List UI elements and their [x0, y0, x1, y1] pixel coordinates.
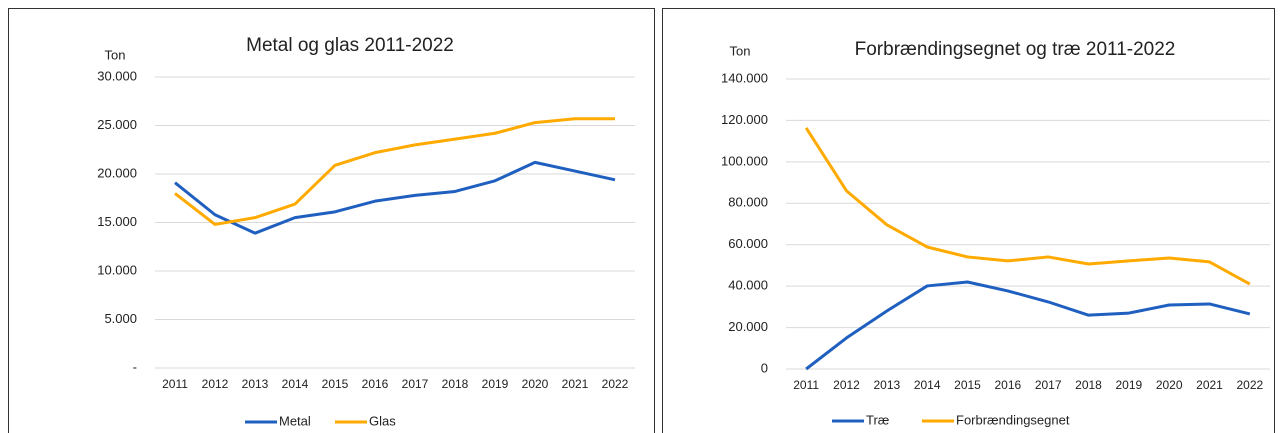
y-tick-label: 120.000 — [721, 112, 768, 127]
x-tick-label: 2019 — [482, 377, 509, 391]
x-tick-label: 2018 — [1075, 378, 1102, 392]
legend-label: Metal — [279, 413, 311, 428]
x-tick-label: 2022 — [602, 377, 629, 391]
y-tick-label: 20.000 — [97, 165, 137, 180]
x-tick-label: 2015 — [322, 377, 349, 391]
x-tick-label: 2016 — [994, 378, 1021, 392]
series-line — [174, 117, 615, 226]
x-tick-label: 2020 — [1156, 378, 1183, 392]
chart-title: Metal og glas 2011-2022 — [246, 35, 454, 56]
x-tick-label: 2013 — [242, 377, 269, 391]
x-tick-label: 2012 — [202, 377, 229, 391]
series-line — [805, 280, 1251, 371]
y-tick-label: 140.000 — [721, 70, 768, 85]
y-tick-label: - — [133, 359, 137, 374]
series-line — [804, 127, 1251, 286]
x-tick-label: 2019 — [1115, 378, 1142, 392]
y-axis-label: Ton — [105, 47, 126, 62]
series-line — [174, 160, 616, 235]
x-tick-label: 2014 — [914, 378, 941, 392]
y-tick-label: 5.000 — [104, 311, 137, 326]
x-tick-label: 2021 — [1196, 378, 1223, 392]
y-tick-label: 20.000 — [728, 319, 768, 334]
y-tick-label: 80.000 — [728, 195, 768, 210]
x-tick-label: 2012 — [833, 378, 860, 392]
x-tick-label: 2022 — [1236, 378, 1263, 392]
x-tick-label: 2017 — [1035, 378, 1062, 392]
x-tick-label: 2014 — [282, 377, 309, 391]
y-tick-label: 100.000 — [721, 153, 768, 168]
panel-border — [8, 8, 655, 433]
x-tick-label: 2016 — [362, 377, 389, 391]
y-tick-label: 30.000 — [97, 68, 137, 83]
y-tick-label: 15.000 — [97, 214, 137, 229]
y-tick-label: 10.000 — [97, 262, 137, 277]
y-tick-label: 25.000 — [97, 117, 137, 132]
x-tick-label: 2015 — [954, 378, 981, 392]
y-tick-label: 40.000 — [728, 278, 768, 293]
x-tick-label: 2013 — [873, 378, 900, 392]
x-tick-label: 2017 — [402, 377, 429, 391]
y-tick-label: 0 — [761, 360, 768, 375]
legend-label: Træ — [866, 412, 889, 427]
x-tick-label: 2021 — [562, 377, 589, 391]
panel-border — [662, 8, 1275, 433]
x-tick-label: 2011 — [162, 377, 188, 391]
x-tick-label: 2011 — [793, 378, 819, 392]
chart-title: Forbrændingsegnet og træ 2011-2022 — [855, 39, 1176, 60]
legend-label: Glas — [369, 413, 396, 428]
y-tick-label: 60.000 — [728, 236, 768, 251]
y-axis-label: Ton — [730, 43, 751, 58]
legend-label: Forbrændingsegnet — [956, 412, 1070, 427]
x-tick-label: 2020 — [522, 377, 549, 391]
x-tick-label: 2018 — [442, 377, 469, 391]
